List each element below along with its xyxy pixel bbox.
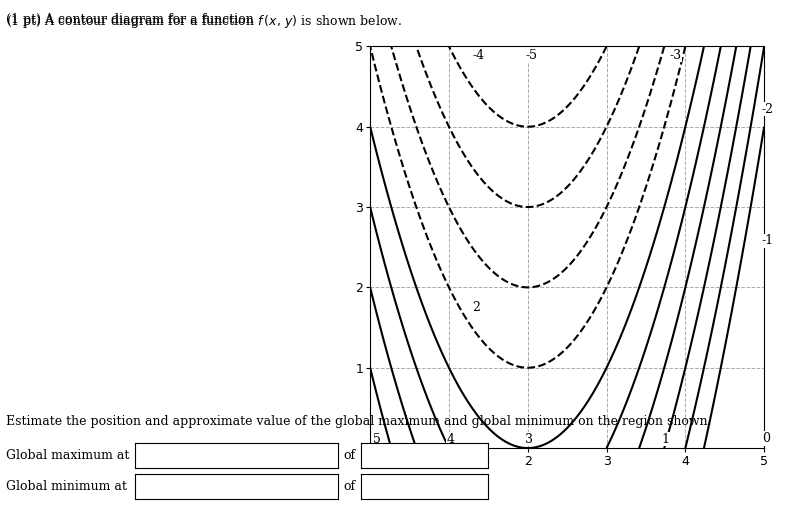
Text: -4: -4 <box>473 49 485 62</box>
Text: of: of <box>344 449 356 462</box>
Text: (1 pt) A contour diagram for a function $f\,(x,\,y)$ is shown below.: (1 pt) A contour diagram for a function … <box>6 13 403 30</box>
Text: -2: -2 <box>762 102 774 115</box>
Text: 3: 3 <box>525 433 533 445</box>
Text: 0: 0 <box>762 432 770 445</box>
Text: (1 pt) A contour diagram for a function: (1 pt) A contour diagram for a function <box>6 13 258 26</box>
Text: 2: 2 <box>473 301 481 314</box>
Text: -5: -5 <box>525 49 537 62</box>
Text: -3: -3 <box>669 49 681 62</box>
Text: -1: -1 <box>762 234 774 247</box>
Text: Global maximum at: Global maximum at <box>6 449 130 462</box>
Text: 5: 5 <box>373 433 380 445</box>
Text: Global minimum at: Global minimum at <box>6 480 127 493</box>
Text: 1: 1 <box>661 433 669 445</box>
Text: 4: 4 <box>447 433 455 445</box>
Text: of: of <box>344 480 356 493</box>
Text: Estimate the position and approximate value of the global maximum and global min: Estimate the position and approximate va… <box>6 415 712 427</box>
